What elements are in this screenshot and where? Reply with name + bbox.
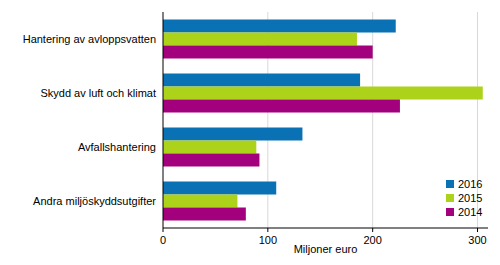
y-axis — [163, 12, 164, 228]
category-label: Avfallshantering — [78, 141, 156, 153]
bar — [163, 195, 237, 208]
tick — [267, 228, 268, 232]
bar — [163, 154, 259, 167]
bar — [163, 74, 360, 87]
axis-label: Miljoner euro — [294, 243, 358, 255]
legend-swatch — [446, 180, 454, 188]
bars — [163, 20, 483, 221]
bar — [163, 208, 246, 221]
tick-label: 200 — [363, 234, 381, 246]
legend-label: 2016 — [458, 178, 482, 190]
tick-label: 100 — [259, 234, 277, 246]
category-label: Andra miljöskyddsutgifter — [33, 195, 156, 207]
tick-label: 300 — [468, 234, 486, 246]
bar — [163, 33, 357, 46]
bar — [163, 87, 483, 100]
bar — [163, 182, 276, 195]
tick — [477, 228, 478, 232]
category-label: Skydd av luft och klimat — [40, 87, 156, 99]
bar — [163, 20, 396, 33]
x-axis — [163, 228, 488, 229]
legend-label: 2014 — [458, 206, 482, 218]
bar — [163, 100, 400, 113]
legend-label: 2015 — [458, 192, 482, 204]
bar — [163, 46, 373, 59]
grid-line — [372, 12, 373, 228]
legend-swatch — [446, 194, 454, 202]
tick — [372, 228, 373, 232]
bar — [163, 128, 302, 141]
legend-swatch — [446, 208, 454, 216]
tick-label: 0 — [160, 234, 166, 246]
category-label: Hantering av avloppsvatten — [23, 33, 156, 45]
bar — [163, 141, 256, 154]
tick — [163, 228, 164, 232]
chart: Hantering av avloppsvatten Skydd av luft … — [0, 0, 500, 265]
